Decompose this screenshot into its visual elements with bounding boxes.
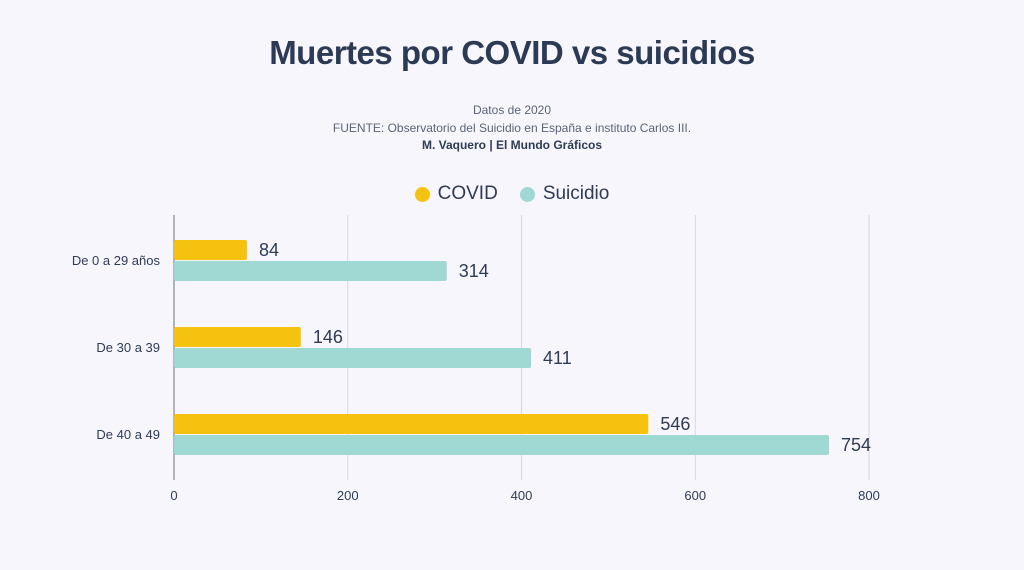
bar-suicidio xyxy=(174,348,532,368)
chart-source: FUENTE: Observatorio del Suicidio en Esp… xyxy=(332,121,692,135)
data-label: 546 xyxy=(660,414,690,434)
chart-subtitle: Datos de 2020 xyxy=(472,103,552,117)
y-tick-label: De 30 a 39 xyxy=(96,340,160,355)
x-tick-label: 600 xyxy=(684,488,706,503)
legend-item-suicidio: Suicidio xyxy=(519,183,610,205)
data-label: 84 xyxy=(259,240,279,260)
bar-suicidio xyxy=(174,435,830,455)
x-tick-label: 400 xyxy=(511,488,533,503)
bar-covid xyxy=(174,414,649,434)
legend-item-covid: COVID xyxy=(414,183,498,205)
x-tick-label: 0 xyxy=(170,488,177,503)
legend-swatch-covid xyxy=(414,186,430,202)
bar-covid xyxy=(174,327,301,347)
data-label: 314 xyxy=(459,261,489,281)
legend-label-covid: COVID xyxy=(437,183,498,204)
legend: COVID Suicidio xyxy=(0,183,1024,205)
x-tick-label: 800 xyxy=(858,488,880,503)
chart-title: Muertes por COVID vs suicidios xyxy=(269,34,755,71)
legend-label-suicidio: Suicidio xyxy=(542,183,610,204)
data-label: 754 xyxy=(841,435,871,455)
legend-swatch-suicidio xyxy=(519,186,535,202)
data-label: 411 xyxy=(543,348,572,368)
chart-credit: M. Vaquero | El Mundo Gráficos xyxy=(421,138,603,152)
y-tick-label: De 0 a 29 años xyxy=(72,253,161,268)
bar-covid xyxy=(174,240,247,260)
x-tick-label: 200 xyxy=(337,488,359,503)
data-label: 146 xyxy=(313,327,343,347)
y-tick-label: De 40 a 49 xyxy=(96,427,160,442)
bar-suicidio xyxy=(174,261,447,281)
